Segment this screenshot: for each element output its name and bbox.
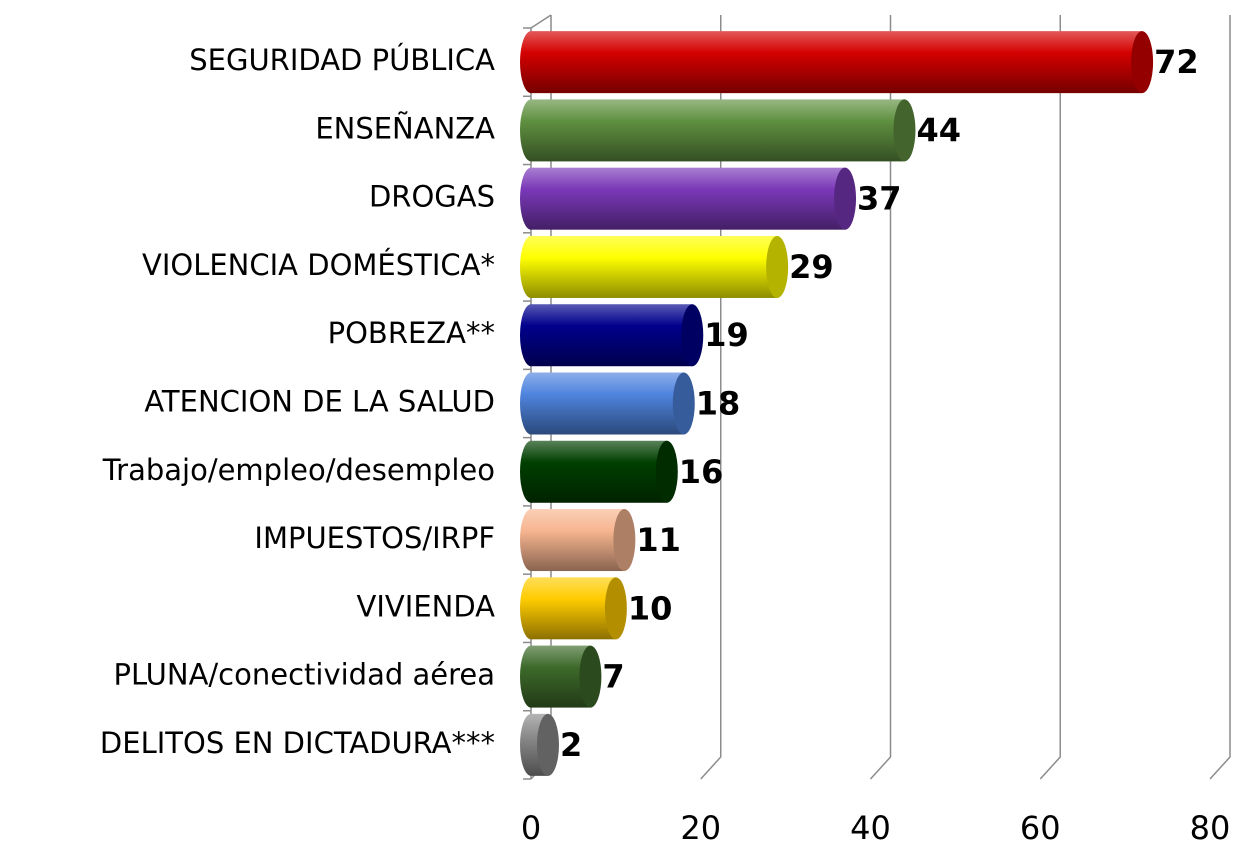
bar-cap (579, 645, 602, 708)
value-label: 29 (789, 248, 834, 286)
bar-cap (834, 167, 857, 230)
value-label: 2 (560, 726, 582, 764)
category-label: POBREZA** (328, 316, 495, 350)
y-axis-top (530, 14, 552, 29)
bar-cap (672, 372, 695, 435)
bar (531, 235, 778, 298)
bar-cap (604, 577, 627, 640)
category-label: ATENCION DE LA SALUD (144, 385, 495, 419)
category-label: DELITOS EN DICTADURA*** (100, 726, 495, 760)
value-label: 7 (602, 658, 624, 696)
bar (531, 509, 625, 572)
value-label: 37 (857, 180, 902, 218)
value-label: 72 (1154, 43, 1199, 81)
category-label: VIVIENDA (357, 589, 496, 623)
bar-cap (893, 99, 916, 162)
value-label: 44 (916, 111, 961, 149)
bar-cap (766, 235, 789, 298)
value-label: 11 (636, 521, 681, 559)
category-label: SEGURIDAD PÚBLICA (189, 43, 495, 77)
bar-cap (1131, 31, 1154, 94)
grid-line (869, 15, 892, 780)
bar (531, 304, 693, 367)
category-label: IMPUESTOS/IRPF (254, 521, 495, 555)
value-label: 16 (679, 453, 724, 491)
bar-cap (536, 713, 559, 776)
x-tick-label: 40 (850, 809, 891, 846)
bar-cap (613, 509, 636, 572)
bar (531, 372, 684, 435)
x-tick-label: 60 (1020, 809, 1061, 846)
x-tick-label: 80 (1190, 809, 1231, 846)
grid-line (1039, 15, 1061, 780)
category-label: Trabajo/empleo/desempleo (102, 453, 495, 487)
x-tick-label: 20 (680, 809, 721, 846)
grid-line (1209, 15, 1231, 780)
bar (531, 31, 1143, 94)
bar-cap (681, 304, 704, 367)
value-label: 18 (696, 385, 741, 423)
category-label: VIOLENCIA DOMÉSTICA* (142, 248, 495, 282)
bar (531, 577, 616, 640)
bar-cap (655, 440, 678, 503)
x-tick-label: 0 (521, 809, 541, 846)
value-label: 19 (704, 316, 749, 354)
category-label: ENSEÑANZA (315, 111, 495, 145)
value-label: 10 (628, 589, 673, 627)
category-label: DROGAS (369, 180, 495, 214)
bar (531, 440, 667, 503)
bar (531, 167, 846, 230)
category-label: PLUNA/conectividad aérea (113, 658, 495, 692)
bar (531, 99, 905, 162)
